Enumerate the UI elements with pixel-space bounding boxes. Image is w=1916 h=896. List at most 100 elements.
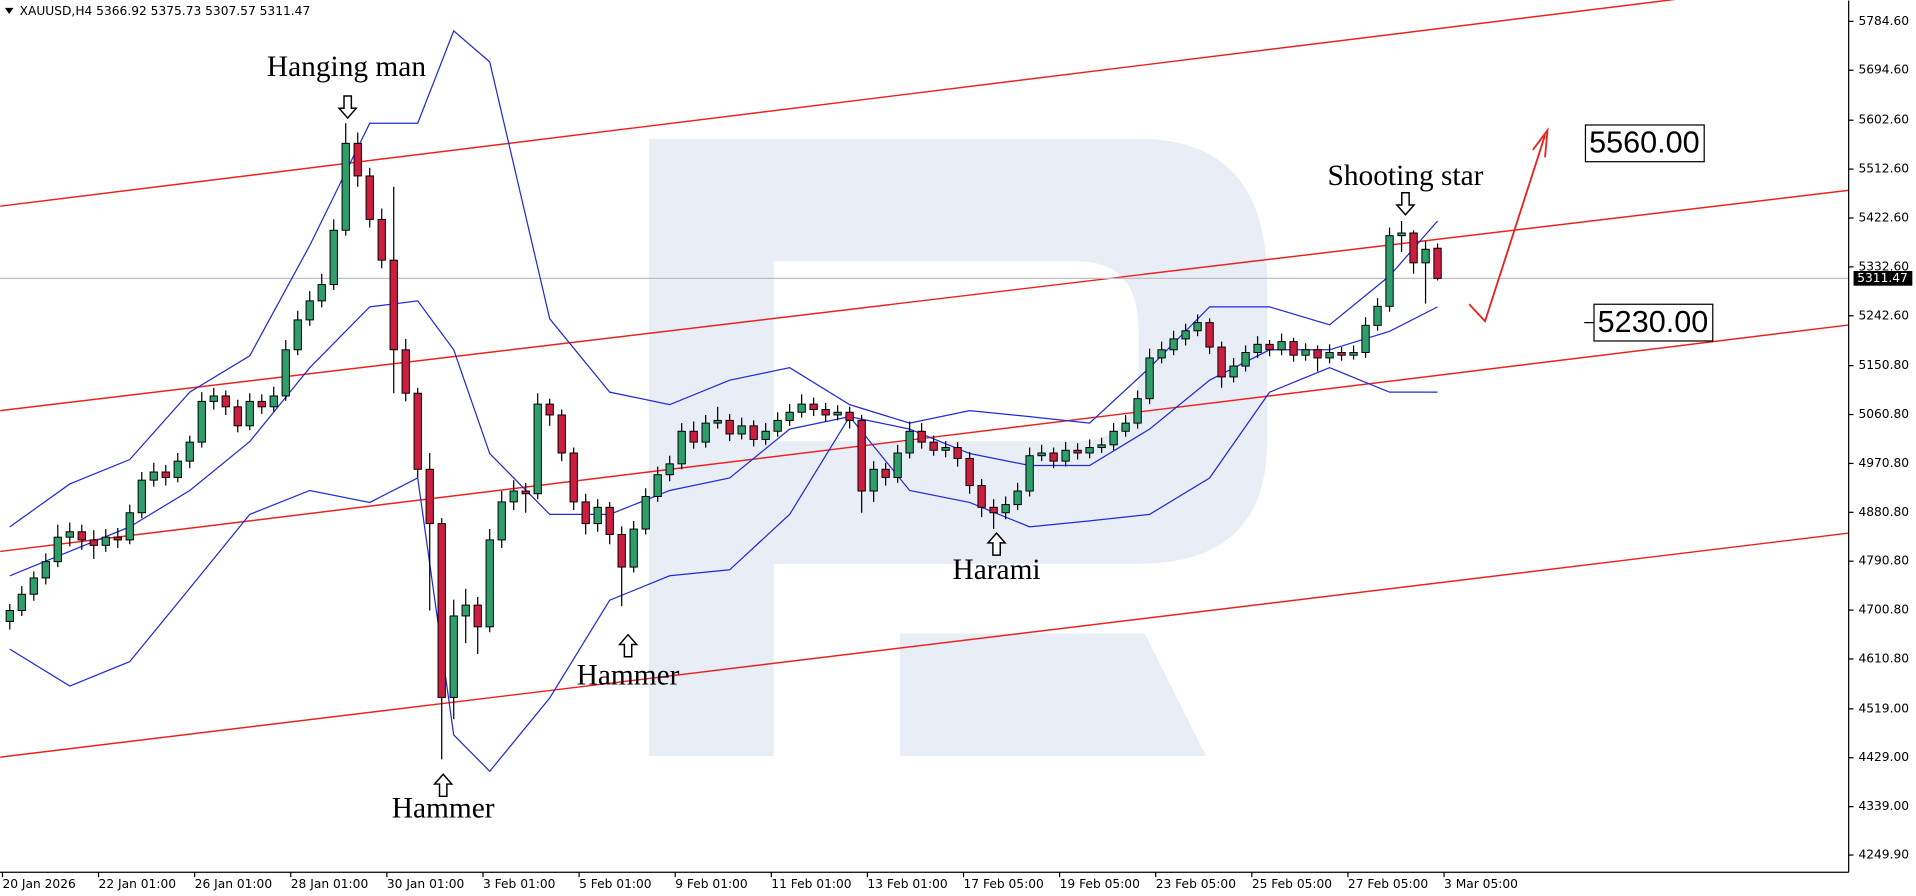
candle-body: [1301, 349, 1310, 356]
candle-body: [1085, 447, 1094, 454]
candle-body: [593, 506, 602, 525]
x-tick-label: 26 Jan 01:00: [195, 877, 272, 891]
y-tick-label: 5060.80: [1858, 407, 1909, 421]
candle-body: [1109, 430, 1118, 446]
candle-body: [1361, 324, 1370, 353]
candle-body: [605, 506, 614, 535]
candle-body: [1397, 232, 1406, 237]
candle-body: [1241, 352, 1250, 367]
x-tick-label: 22 Jan 01:00: [99, 877, 176, 891]
pattern-arrow: [986, 531, 1007, 556]
candle-body: [749, 425, 758, 440]
candle-body: [1013, 490, 1022, 506]
candle-body: [149, 471, 158, 481]
candle-body: [737, 425, 746, 435]
pattern-arrow: [617, 633, 639, 658]
candle-body: [653, 474, 662, 497]
candle-body: [353, 142, 362, 177]
candle-body: [881, 468, 890, 478]
candle-body: [557, 414, 566, 454]
level-label: 5230.00: [1598, 305, 1709, 339]
candle-body: [365, 175, 374, 220]
last-price-box: [1853, 271, 1913, 286]
candle-body: [917, 430, 926, 443]
candle-body: [1385, 235, 1394, 307]
candle-body: [197, 400, 206, 443]
candle-body: [641, 495, 650, 530]
candle-body: [389, 259, 398, 351]
candle-body: [461, 604, 470, 617]
candle-body: [1193, 322, 1202, 332]
candle-body: [161, 471, 170, 478]
candle-body: [1181, 330, 1190, 340]
candle-body: [449, 615, 458, 698]
x-tick-label: 23 Feb 05:00: [1156, 877, 1236, 891]
y-tick-label: 5242.60: [1858, 308, 1909, 322]
candle-body: [833, 411, 842, 416]
candle-body: [233, 406, 242, 427]
candle-body: [929, 441, 938, 451]
candle-body: [1409, 232, 1418, 264]
y-tick-label: 5332.60: [1858, 259, 1909, 273]
candle-body: [1349, 352, 1358, 356]
bollinger-band: [9, 367, 1438, 773]
candle-body: [1277, 341, 1286, 351]
candle-body: [533, 403, 542, 495]
candle-body: [989, 506, 998, 514]
candle-body: [173, 460, 182, 478]
candle-body: [341, 142, 350, 231]
candle-body: [425, 468, 434, 525]
candle-body: [1169, 338, 1178, 351]
y-tick-label: 4249.90: [1858, 848, 1909, 862]
candle-body: [1037, 452, 1046, 457]
candle-body: [1145, 357, 1154, 400]
y-tick-label: 5422.60: [1858, 210, 1909, 224]
candle-body: [941, 447, 950, 451]
y-tick-label: 5784.60: [1858, 14, 1909, 28]
level-box: [1584, 124, 1705, 163]
candle-body: [5, 610, 14, 622]
candle-body: [101, 536, 110, 546]
candle-body: [17, 593, 26, 612]
candle-body: [185, 441, 194, 462]
candle-body: [1073, 449, 1082, 454]
candle-body: [905, 430, 914, 454]
candle-body: [845, 411, 854, 421]
candle-body: [245, 400, 254, 427]
y-tick-label: 4880.80: [1858, 505, 1909, 519]
x-tick-label: 20 Jan 2026: [2, 877, 76, 891]
candle-body: [509, 490, 518, 503]
candle-body: [77, 531, 86, 541]
y-tick-label: 4970.80: [1858, 456, 1909, 470]
channel-line: [0, 189, 1850, 412]
candle-body: [209, 395, 218, 402]
x-tick-label: 17 Feb 05:00: [964, 877, 1044, 891]
last-price-label: 5311.47: [1857, 271, 1908, 285]
candle-body: [785, 411, 794, 421]
candle-body: [569, 452, 578, 503]
candle-body: [497, 501, 506, 541]
candle-body: [473, 604, 482, 628]
forecast-arrow: [1468, 127, 1549, 324]
y-tick-label: 5694.60: [1858, 63, 1909, 77]
x-tick-label: 28 Jan 01:00: [291, 877, 368, 891]
candle-body: [29, 577, 38, 595]
x-tick-label: 13 Feb 01:00: [867, 877, 947, 891]
pattern-label: Harami: [953, 554, 1041, 586]
candle-body: [1049, 452, 1058, 462]
candle-body: [869, 468, 878, 492]
plot-area: [0, 0, 1850, 773]
candle-body: [1337, 352, 1346, 356]
x-tick-label: 19 Feb 05:00: [1060, 877, 1140, 891]
candle-body: [1433, 247, 1442, 279]
candle-body: [1025, 455, 1034, 492]
candle-body: [953, 447, 962, 459]
y-tick-label: 4429.00: [1858, 750, 1909, 764]
candle-body: [797, 403, 806, 413]
candle-body: [1253, 343, 1262, 353]
candle-body: [329, 229, 338, 286]
candle-body: [821, 409, 830, 416]
candle-body: [401, 349, 410, 394]
candle-body: [617, 533, 626, 568]
